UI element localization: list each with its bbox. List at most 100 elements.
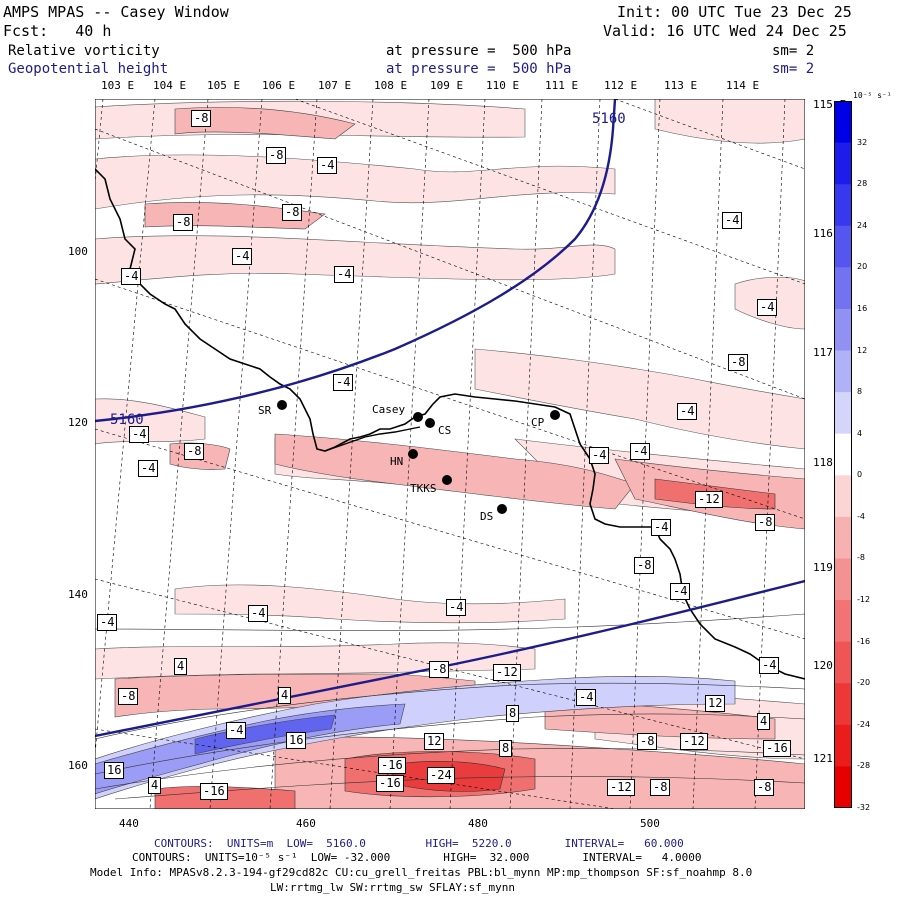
vorticity-contour-label: -8 xyxy=(118,688,139,706)
station-label-cs: CS xyxy=(438,424,452,437)
vorticity-contour-label: 4 xyxy=(148,777,162,795)
colorbar-swatch xyxy=(834,683,852,726)
lon-label: 103 E xyxy=(101,79,135,92)
vorticity-contour-label: -4 xyxy=(248,605,269,623)
vorticity-contour-label: -8 xyxy=(191,110,212,128)
vorticity-contour-label: -12 xyxy=(607,779,635,797)
vorticity-contour-label: -12 xyxy=(493,664,521,682)
vorticity-contour-label: -4 xyxy=(651,519,672,537)
lon-label: 112 E xyxy=(604,79,638,92)
colorbar-tick: -32 xyxy=(857,803,871,812)
colorbar-tick: 8 xyxy=(857,387,863,397)
vorticity-contour-label: -16 xyxy=(378,757,406,775)
lon-label: 109 E xyxy=(430,79,464,92)
map-title: AMPS MPAS -- Casey Window xyxy=(3,3,229,21)
field1-name: Relative vorticity xyxy=(8,43,160,59)
vorticity-contour-label: -4 xyxy=(576,689,597,707)
vorticity-contour-label: 4 xyxy=(757,713,771,731)
station-label-tkks: TKKS xyxy=(410,482,437,495)
vorticity-contour-label: -12 xyxy=(680,733,708,751)
vorticity-contour-label: 16 xyxy=(104,762,125,780)
colorbar-swatch xyxy=(834,724,852,767)
colorbar-swatch xyxy=(834,225,852,268)
vorticity-contour-label: -8 xyxy=(173,214,194,232)
vorticity-contour-label: -8 xyxy=(637,733,658,751)
x-tick: 440 xyxy=(119,817,139,830)
lon-label: 105 E xyxy=(207,79,241,92)
colorbar-swatch xyxy=(834,516,852,559)
colorbar-swatch xyxy=(834,600,852,643)
lon-label: 106 E xyxy=(262,79,296,92)
vorticity-contour-label: -16 xyxy=(376,775,404,793)
y-tick: 140 xyxy=(68,588,88,601)
vorticity-contour-label: -4 xyxy=(333,374,354,392)
colorbar-tick: -12 xyxy=(857,595,871,605)
field2-name: Geopotential height xyxy=(8,61,169,77)
footer-model-info-2: LW:rrtmg_lw SW:rrtmg_sw SFLAY:sf_mynn xyxy=(270,881,516,894)
x-tick: 480 xyxy=(468,817,488,830)
vorticity-contour-label: -16 xyxy=(200,783,228,801)
vorticity-contour-label: -8 xyxy=(754,779,775,797)
vorticity-contour-label: -8 xyxy=(728,354,749,372)
vorticity-contour-label: -4 xyxy=(722,212,743,230)
colorbar-tick: 16 xyxy=(857,303,868,313)
colorbar-tick: 0 xyxy=(857,470,863,480)
footer-vorticity-contours: CONTOURS: UNITS=10⁻⁵ s⁻¹ LOW= -32.000 HI… xyxy=(132,851,702,864)
colorbar-tick: -16 xyxy=(857,636,871,646)
vorticity-map xyxy=(95,99,805,809)
vorticity-contour-label: -8 xyxy=(429,661,450,679)
station-label-ds: DS xyxy=(480,510,494,523)
vorticity-contour-label: -4 xyxy=(630,443,651,461)
colorbar-tick: 24 xyxy=(857,220,868,230)
colorbar-swatch xyxy=(834,142,852,185)
lon-label: 110 E xyxy=(486,79,520,92)
station-label-hn: HN xyxy=(390,455,404,468)
vorticity-contour-label: -4 xyxy=(138,460,159,478)
colorbar-tick: 12 xyxy=(857,345,868,355)
field2-level: at pressure = 500 hPa xyxy=(386,61,572,77)
colorbar-swatch xyxy=(834,308,852,352)
y-tick: 120 xyxy=(68,416,88,429)
vorticity-contour-label: -8 xyxy=(634,557,655,575)
colorbar-swatch xyxy=(834,433,852,476)
vorticity-contour-label: -8 xyxy=(184,443,205,461)
colorbar-swatch xyxy=(834,184,852,227)
colorbar-tick: 4 xyxy=(857,428,863,438)
footer-model-info: Model Info: MPASv8.2.3-194-gf29cd82c CU:… xyxy=(90,866,753,879)
vorticity-contour-label: 8 xyxy=(506,705,520,723)
colorbar-unit: 10⁻⁵ s⁻¹ xyxy=(853,91,892,100)
vorticity-contour-label: -4 xyxy=(589,447,610,465)
vorticity-contour-label: -4 xyxy=(334,266,355,284)
vorticity-contour-label: 16 xyxy=(286,732,307,750)
vorticity-contour-label: -4 xyxy=(97,614,118,632)
y-tick: 160 xyxy=(68,759,88,772)
vorticity-contour-label: -4 xyxy=(129,426,150,444)
lon-label: 111 E xyxy=(545,79,579,92)
height-contour-label: 5160 xyxy=(592,111,626,127)
vorticity-contour-label: 8 xyxy=(499,740,513,758)
vorticity-contour-label: -8 xyxy=(282,204,303,222)
colorbar-swatch xyxy=(834,392,852,435)
valid-time: Valid: 16 UTC Wed 24 Dec 25 xyxy=(603,22,847,40)
colorbar-tick: -8 xyxy=(857,553,865,563)
x-tick: 460 xyxy=(296,817,316,830)
vorticity-contour-label: -8 xyxy=(650,779,671,797)
lon-label: 108 E xyxy=(374,79,408,92)
vorticity-contour-label: 12 xyxy=(424,733,445,751)
vorticity-contour-label: 12 xyxy=(705,695,726,713)
colorbar-swatch xyxy=(834,475,852,518)
colorbar-swatch xyxy=(834,558,852,601)
colorbar-swatch xyxy=(834,101,852,144)
vorticity-contour-label: -12 xyxy=(695,491,723,509)
y-tick: 100 xyxy=(68,245,88,258)
field1-smoothing: sm= 2 xyxy=(772,43,815,59)
station-label-cp: CP xyxy=(531,416,545,429)
vorticity-contour-label: 4 xyxy=(278,687,292,705)
lon-label: 104 E xyxy=(153,79,187,92)
vorticity-contour-label: -4 xyxy=(677,403,698,421)
colorbar-swatch xyxy=(834,350,852,393)
vorticity-contour-label: -4 xyxy=(317,157,338,175)
vorticity-contour-label: -4 xyxy=(759,657,780,675)
vorticity-contour-label: -4 xyxy=(121,268,142,286)
colorbar-swatch xyxy=(834,641,852,684)
